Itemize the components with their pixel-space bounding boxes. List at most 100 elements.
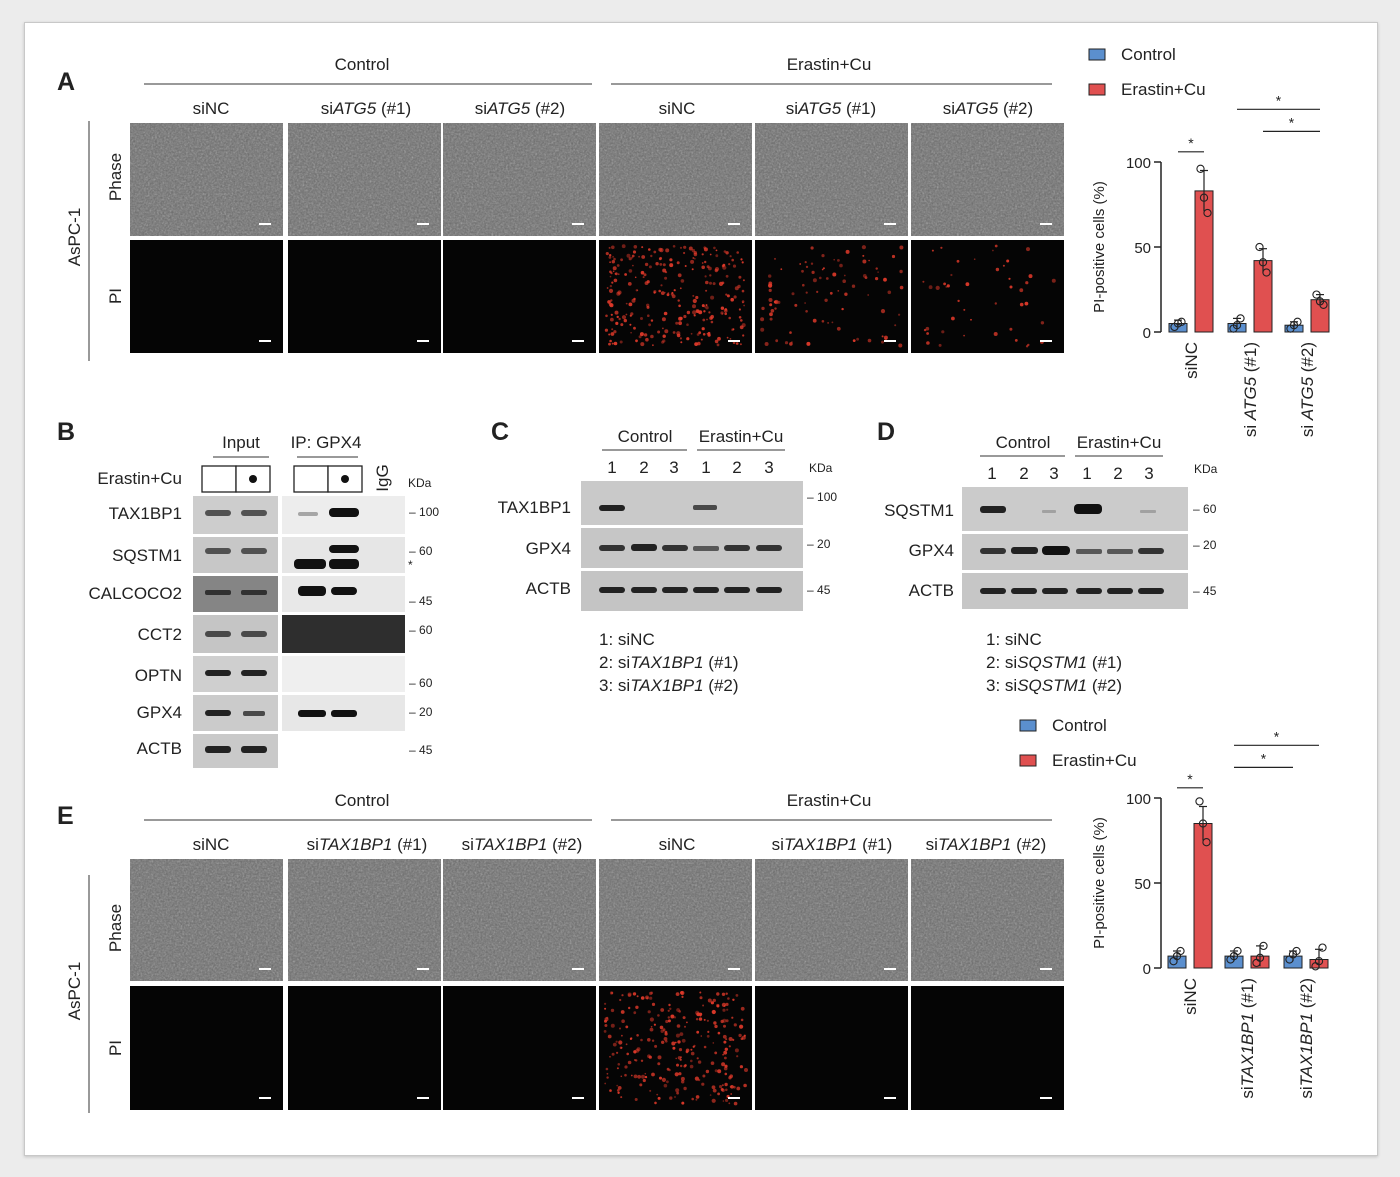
- cell-line-label-e: AsPC-1: [65, 962, 84, 1021]
- pi-signal-dot: [725, 1088, 728, 1092]
- pi-signal-dot: [668, 1068, 671, 1072]
- pi-signal-dot: [675, 1033, 680, 1038]
- x-tick-label-2: si ATG5 (#2): [1298, 342, 1317, 437]
- pi-signal-dot: [683, 1086, 687, 1091]
- data-point: [1255, 242, 1264, 252]
- pi-signal-dot: [676, 1063, 679, 1067]
- pi-signal-dot: [844, 292, 848, 296]
- significance-label: *: [1187, 771, 1193, 787]
- pi-signal-dot: [646, 280, 650, 284]
- data-point: [1319, 300, 1328, 309]
- b-box-ip-minus: [293, 465, 329, 493]
- row-label-phase-e: Phase: [106, 904, 125, 952]
- pi-signal-dot: [667, 292, 670, 294]
- pi-signal-dot: [609, 275, 612, 278]
- pi-signal-dot: [703, 247, 708, 252]
- pi-signal-dot: [740, 319, 743, 322]
- pi-signal-dot: [645, 995, 649, 1000]
- pi-signal-dot: [851, 284, 856, 288]
- pi-signal-dot: [704, 260, 707, 264]
- pi-signal-dot: [837, 290, 840, 292]
- d-key-1: 2: siSQSTM1 (#1): [986, 653, 1122, 672]
- pi-signal-dot: [633, 1074, 638, 1079]
- pi-signal-dot: [647, 314, 650, 318]
- pi-signal-dot: [678, 304, 681, 308]
- data-point: [1292, 946, 1301, 956]
- pi-signal-dot: [629, 1037, 633, 1040]
- pi-signal-dot: [688, 246, 693, 251]
- pi-signal-dot: [928, 285, 933, 290]
- pi-signal-dot: [774, 299, 779, 305]
- pi-signal-dot: [714, 1069, 718, 1073]
- d-band: [1138, 588, 1164, 594]
- pi-signal-dot: [662, 339, 666, 343]
- pi-signal-dot: [717, 1031, 721, 1035]
- pi-signal-dot: [723, 1005, 726, 1007]
- pi-signal-dot: [806, 341, 811, 346]
- pi-signal-dot: [627, 1060, 632, 1065]
- y-tick-label: 100: [1126, 791, 1151, 808]
- pi-signal-dot: [609, 991, 614, 995]
- pi-image-4: [755, 240, 908, 353]
- pi-signal-dot: [925, 326, 930, 331]
- pi-signal-dot: [713, 1021, 717, 1025]
- pi-signal-dot: [610, 299, 613, 302]
- col-label-e-4: siTAX1BP1 (#1): [772, 835, 893, 854]
- pi-signal-dot: [628, 302, 633, 307]
- pi-signal-dot: [704, 275, 707, 278]
- pi-signal-dot: [799, 263, 802, 265]
- pi-signal-dot: [674, 1041, 677, 1044]
- pi-image-0: [130, 986, 283, 1110]
- pi-signal-dot: [723, 1066, 728, 1071]
- pi-signal-dot: [899, 245, 904, 250]
- pi-signal-dot: [620, 1075, 623, 1078]
- pi-signal-dot: [609, 339, 612, 343]
- pi-signal-dot: [612, 270, 615, 273]
- pi-signal-dot: [647, 1054, 651, 1058]
- pi-signal-dot: [744, 1068, 748, 1072]
- pi-signal-dot: [643, 333, 648, 337]
- d-band: [1140, 510, 1156, 513]
- pi-signal-dot: [665, 248, 670, 253]
- pi-signal-dot: [652, 344, 654, 347]
- pi-signal-dot: [883, 277, 887, 282]
- panel-a: A Control Erastin+Cu siNC siATG5 (#1) si…: [57, 55, 1052, 361]
- panel-label-e: E: [57, 802, 74, 830]
- pi-signal-dot: [692, 304, 696, 309]
- pi-signal-dot: [898, 313, 901, 316]
- scale-bar: [417, 223, 429, 225]
- scale-bar: [417, 968, 429, 970]
- col-label-a-4: siATG5 (#1): [786, 99, 876, 118]
- pi-signal-dot: [768, 274, 772, 278]
- panel-e: E Control Erastin+Cu siNC siTAX1BP1 (#1)…: [57, 791, 1052, 1113]
- pi-signal-dot: [770, 309, 775, 313]
- pi-signal-dot: [1009, 285, 1013, 289]
- pi-signal-dot: [701, 304, 705, 308]
- pi-signal-dot: [625, 302, 628, 305]
- b-marker-0: – 100: [409, 505, 439, 519]
- pi-signal-dot: [712, 1088, 717, 1093]
- d-lane-1: 2: [1019, 464, 1028, 483]
- pi-signal-dot: [628, 269, 633, 273]
- pi-signal-dot: [701, 253, 704, 256]
- phase-image-texture-1: [288, 859, 441, 981]
- b-row-label-6: ACTB: [137, 739, 182, 758]
- panel-label-c: C: [491, 418, 509, 446]
- pi-signal-dot: [638, 335, 642, 339]
- pi-signal-dot: [1006, 259, 1010, 263]
- pi-signal-dot: [709, 274, 712, 277]
- pi-signal-dot: [616, 1067, 619, 1070]
- pi-signal-dot: [692, 310, 697, 315]
- b-band: [331, 587, 357, 595]
- b-band: [298, 710, 326, 717]
- b-strip-input-1: [193, 537, 278, 573]
- b-band: [205, 631, 231, 637]
- pi-signal-dot: [733, 1101, 738, 1106]
- b-band: [329, 508, 359, 517]
- pi-signal-dot: [709, 281, 712, 285]
- pi-signal-dot: [682, 1016, 686, 1020]
- b-strip-ip-3: [282, 615, 405, 653]
- pi-signal-dot: [992, 249, 994, 252]
- pi-signal-dot: [774, 307, 777, 310]
- pi-signal-dot: [604, 1024, 608, 1027]
